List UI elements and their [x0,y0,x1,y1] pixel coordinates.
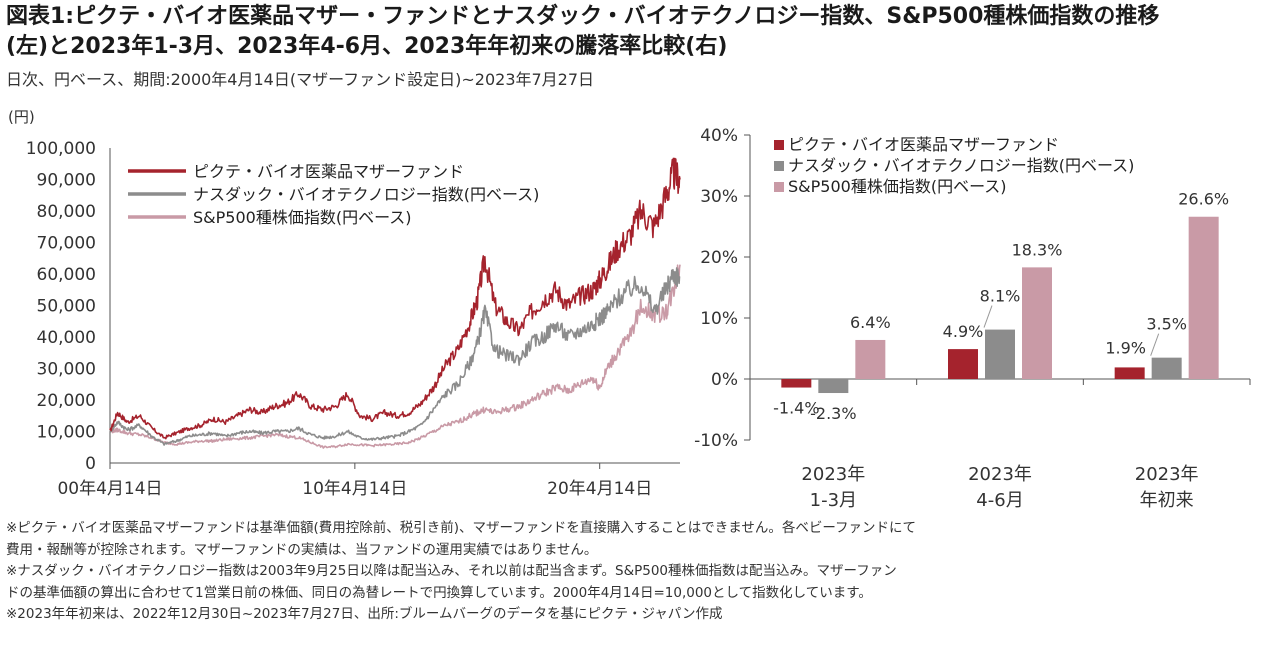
y-tick-label: 0% [711,370,738,390]
title-line-1: 図表1:ピクテ・バイオ医薬品マザー・ファンドとナスダック・バイオテクノロジー指数… [6,4,1160,29]
data-label-1-2: -2.3% [810,404,856,423]
footnotes: ※ピクテ・バイオ医薬品マザーファンドは基準価額(費用控除前、税引き前)、マザーフ… [6,518,1274,626]
bar-2-1 [948,349,978,379]
bar-chart: -10% 0% 10% 20% 30% 40% -1.4%-2.3% 6.4% 2023年 1-3… [694,126,1251,511]
bar-3-1 [1114,367,1145,379]
title-line-2: (左)と2023年1-3月、2023年4-6月、2023年年初来の騰落率比較(右… [6,34,728,59]
chart-subtitle: 日次、円ベース、期間:2000年4月14日(マザーファンド設定日)~2023年7… [6,70,595,89]
data-label-2-3: 18.3% [1012,240,1063,259]
bar-2-3 [1022,267,1052,379]
bar-1-3 [855,339,886,379]
footnote-5: ※2023年年初来は、2022年12月30日~2023年7月27日、出所:ブルー… [6,606,723,622]
category-label-line2: 4-6月 [976,490,1023,511]
bar-3-2 [1151,357,1182,379]
y-tick-label: 30,000 [37,360,96,380]
footnote-2: 費用・報酬等が控除されます。マザーファンドの実績は、当ファンドの運用実績ではあり… [6,541,598,558]
legend-label-1: ピクテ・バイオ医薬品マザーファンド [193,162,464,181]
y-tick-label: 20% [700,248,738,268]
y-tick-label: 0 [85,454,96,474]
data-label-2-1: 4.9% [943,322,984,341]
legend-swatch-3 [774,182,784,192]
data-label-3-2: 3.5% [1146,315,1187,334]
data-label-3-3: 26.6% [1178,190,1229,209]
bar-1-1 [781,379,812,388]
y-tick-label: 60,000 [37,265,96,285]
y-axis-unit-label: (円) [8,108,35,126]
category-label-line1: 2023年 [801,464,865,485]
category-label-line1: 2023年 [1135,464,1199,485]
y-tick-label: 80,000 [37,202,96,222]
data-label-3-1: 1.9% [1105,338,1146,357]
category-label-line1: 2023年 [968,464,1032,485]
y-tick-label: 50,000 [37,297,96,317]
y-tick-label: 20,000 [37,391,96,411]
legend-label-3: S&P500種株価指数(円ベース) [788,177,1007,196]
x-tick-label: 00年4月14日 [57,479,162,499]
y-tick-label: 30% [700,187,738,207]
leader-line [983,305,993,328]
legend-label-2: ナスダック・バイオテクノロジー指数(円ベース) [788,156,1134,175]
data-label-2-2: 8.1% [980,287,1021,306]
legend-label-2: ナスダック・バイオテクノロジー指数(円ベース) [193,185,539,204]
y-tick-label: 90,000 [37,171,96,191]
y-tick-label: 70,000 [37,234,96,254]
y-tick-label: 100,000 [26,139,96,159]
y-tick-label: 10% [700,309,738,329]
legend-label-3: S&P500種株価指数(円ベース) [193,208,412,227]
series-line-1 [109,157,681,440]
bar-3-3 [1188,216,1219,379]
data-label-1-3: 6.4% [850,313,891,332]
legend-swatch-1 [774,140,784,150]
category-label-line2: 年初来 [1140,490,1194,511]
y-tick-label: 40,000 [37,328,96,348]
x-tick-label: 10年4月14日 [302,479,407,499]
series-line-2 [109,267,681,446]
bar-2-2 [985,329,1015,379]
footnote-1: ※ピクテ・バイオ医薬品マザーファンドは基準価額(費用控除前、税引き前)、マザーフ… [6,520,917,536]
y-tick-label: 40% [700,126,738,146]
footnote-3: ※ナスダック・バイオテクノロジー指数は2003年9月25日以降は配当込み、それ以… [6,563,897,579]
series-line-3 [109,264,681,449]
chart-title: 図表1:ピクテ・バイオ医薬品マザー・ファンドとナスダック・バイオテクノロジー指数… [6,2,1276,62]
y-tick-label: -10% [694,431,738,451]
bar-1-2 [818,379,849,394]
y-tick-label: 10,000 [37,423,96,443]
category-label-line2: 1-3月 [810,490,857,511]
line-chart: (円) 0 10,000 20,000 30,000 40,000 50,000 60,000… [8,108,681,499]
data-label-1-1: -1.4% [773,399,819,418]
footnote-4: ドの基準価額の算出に合わせて1営業日前の株価、同日の為替レートで円換算しています… [6,584,872,601]
legend-swatch-2 [774,161,784,171]
leader-line [1150,333,1160,356]
legend-label-1: ピクテ・バイオ医薬品マザーファンド [788,135,1059,154]
x-tick-label: 20年4月14日 [547,479,652,499]
